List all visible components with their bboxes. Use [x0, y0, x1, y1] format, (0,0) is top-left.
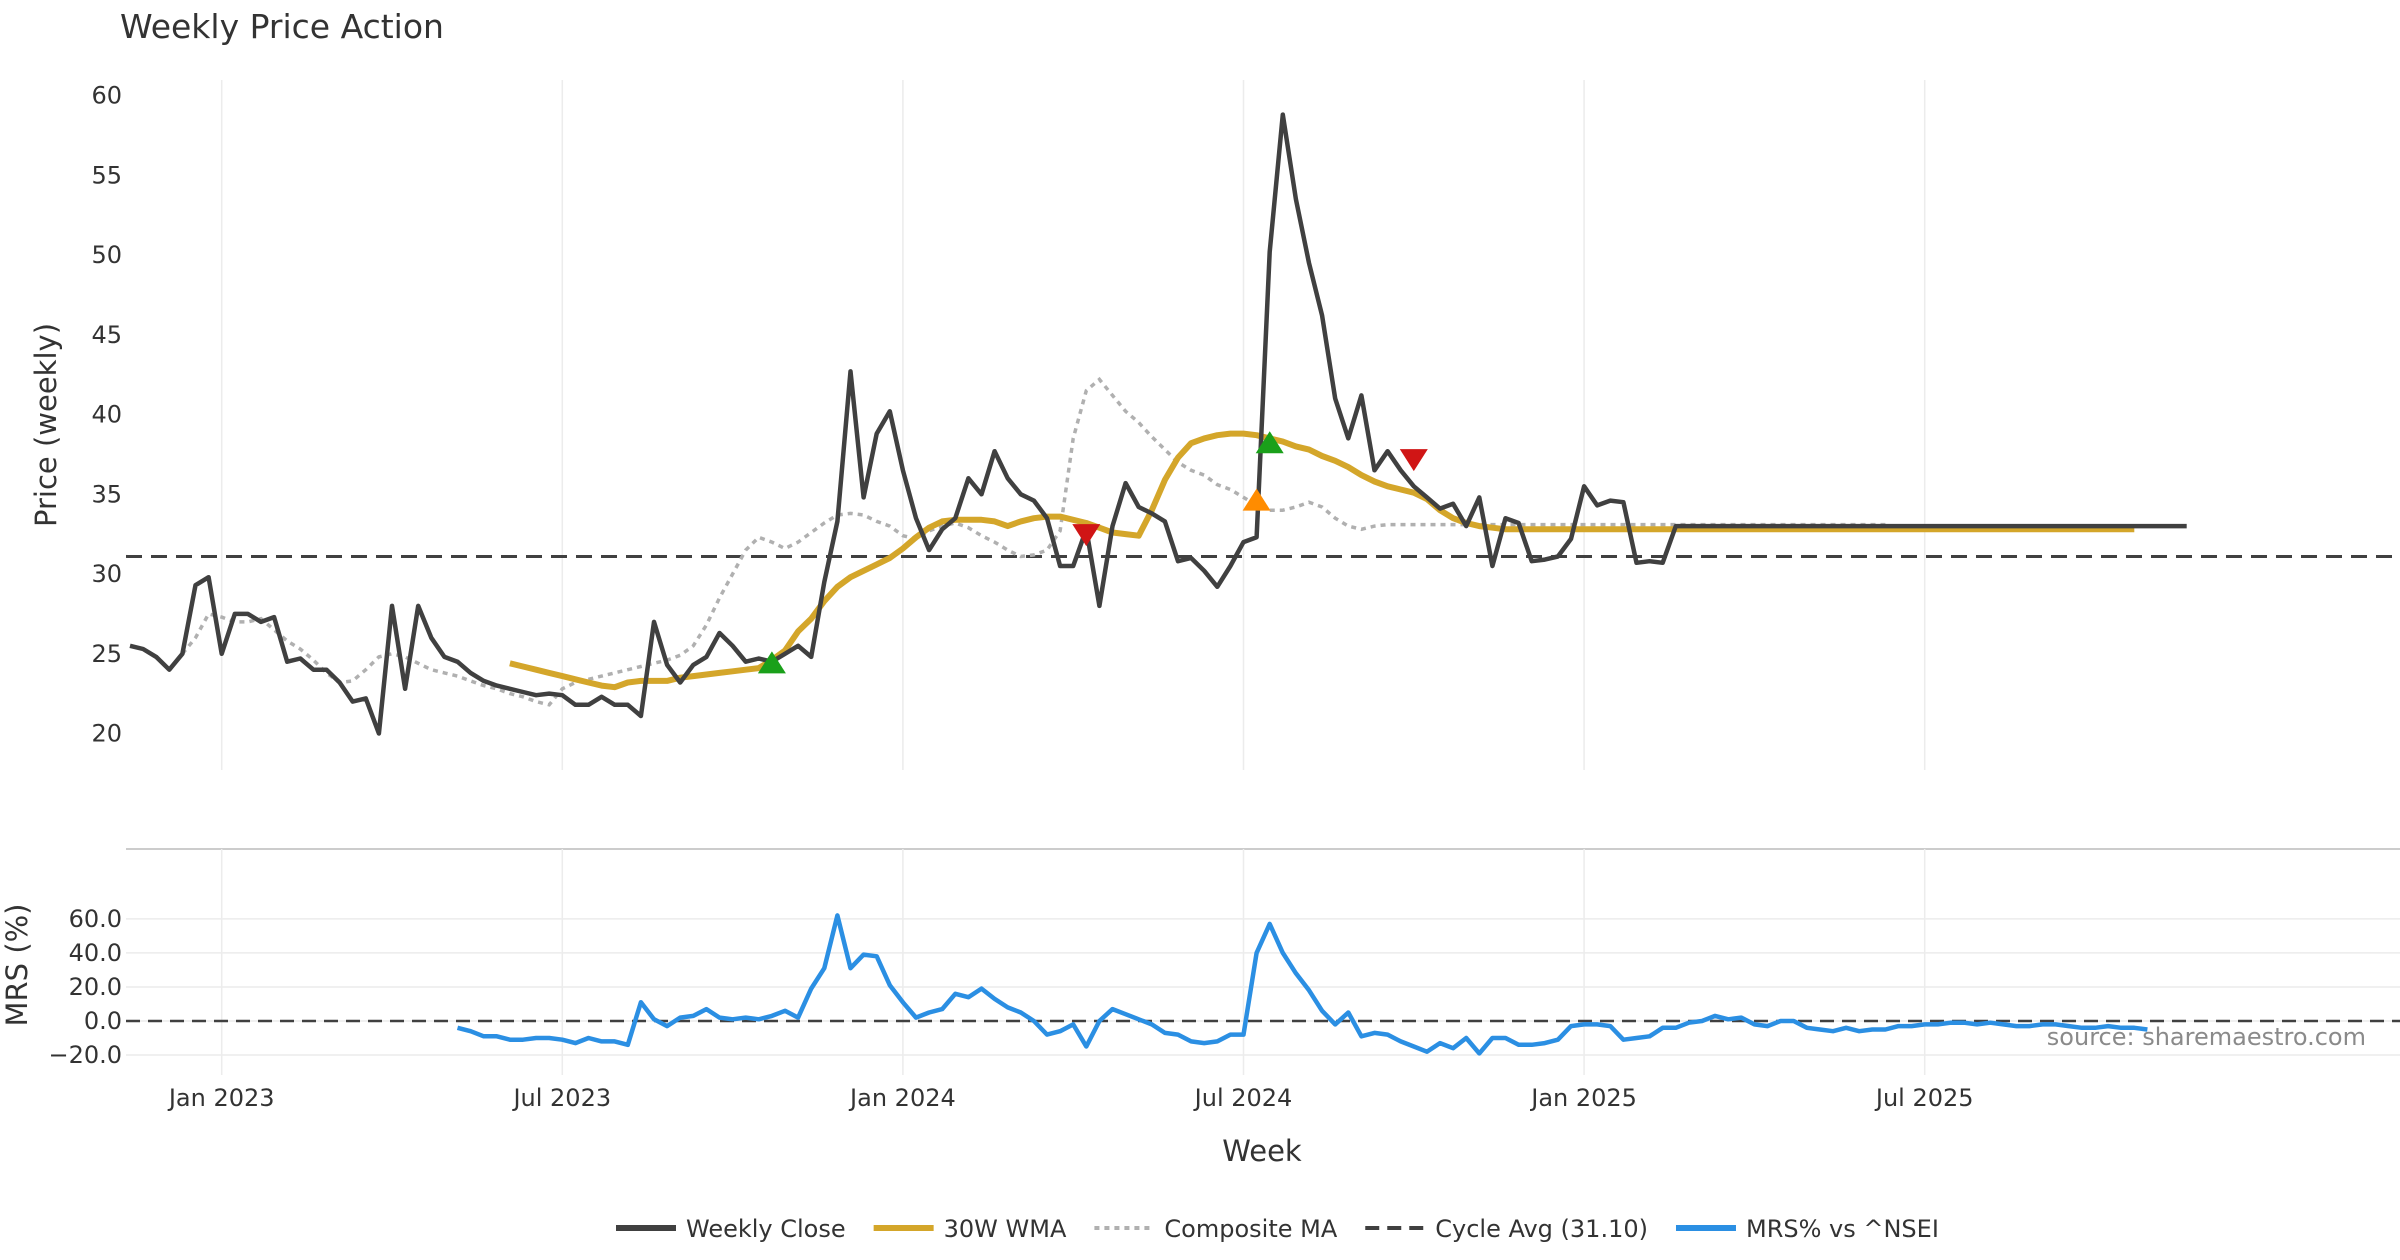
- price-y-tick-label: 20: [91, 720, 122, 748]
- signal-markers: [757, 431, 1428, 674]
- legend-label: Weekly Close: [686, 1215, 846, 1243]
- mrs-y-tick-label: 60.0: [69, 905, 122, 933]
- mrs-y-tick-label: 40.0: [69, 939, 122, 967]
- x-tick-label: Jul 2023: [511, 1084, 611, 1112]
- entry-signal-marker: [1242, 488, 1271, 511]
- source-annotation: source: sharemaestro.com: [2047, 1023, 2366, 1051]
- legend-label: MRS% vs ^NSEI: [1746, 1215, 1939, 1243]
- composite-ma-line: [181, 376, 1886, 707]
- mrs-y-axis: 60.0 40.0 20.0 0.0 −20.0: [48, 905, 122, 1069]
- mrs-line: [456, 913, 2148, 1056]
- sell-signal-marker: [1072, 524, 1101, 547]
- mrs-y-axis-label: MRS (%): [0, 904, 34, 1027]
- mrs-panel: 60.0 40.0 20.0 0.0 −20.0 MRS (%) source: sha…: [0, 849, 2400, 1075]
- legend-label: Composite MA: [1164, 1215, 1337, 1243]
- x-axis-label: Week: [1222, 1134, 1302, 1168]
- x-tick-label: Jan 2025: [1529, 1084, 1637, 1112]
- legend-label: 30W WMA: [944, 1215, 1067, 1243]
- price-y-tick-label: 35: [91, 480, 122, 508]
- sell-signal-marker: [1399, 449, 1428, 472]
- price-y-tick-label: 60: [91, 82, 122, 110]
- price-y-tick-label: 25: [91, 640, 122, 668]
- price-y-tick-label: 30: [91, 560, 122, 588]
- price-y-tick-label: 50: [91, 241, 122, 269]
- price-y-axis: 20 25 30 35 40 45 50 55 60: [91, 82, 122, 748]
- price-y-tick-label: 55: [91, 161, 122, 189]
- x-tick-label: Jul 2024: [1193, 1084, 1293, 1112]
- mrs-y-tick-label: 20.0: [69, 973, 122, 1001]
- price-panel: 20 25 30 35 40 45 50 55 60 Price (weekly): [29, 80, 2400, 770]
- legend: Weekly Close 30W WMA Composite MA Cycle Avg…: [616, 1215, 1939, 1243]
- x-tick-label: Jan 2023: [167, 1084, 275, 1112]
- weekly-close-line: [129, 112, 2187, 736]
- chart-title: Weekly Price Action: [120, 7, 444, 46]
- price-y-tick-label: 40: [91, 401, 122, 429]
- legend-label: Cycle Avg (31.10): [1435, 1215, 1648, 1243]
- x-axis: Jan 2023 Jul 2023 Jan 2024 Jul 2024 Jan 2025…: [167, 1084, 1974, 1112]
- wma-30w-line: [509, 430, 2135, 691]
- mrs-y-tick-label: −20.0: [48, 1041, 122, 1069]
- buy-signal-marker: [757, 651, 786, 674]
- buy-signal-marker: [1255, 431, 1284, 454]
- price-y-tick-label: 45: [91, 321, 122, 349]
- x-tick-label: Jul 2025: [1874, 1084, 1974, 1112]
- mrs-y-tick-label: 0.0: [84, 1007, 122, 1035]
- price-y-axis-label: Price (weekly): [29, 323, 63, 527]
- x-tick-label: Jan 2024: [848, 1084, 956, 1112]
- price-grid: [220, 80, 1926, 770]
